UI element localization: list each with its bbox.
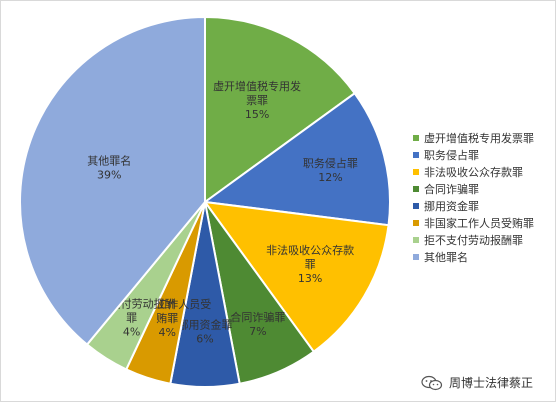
legend-label: 合同诈骗罪 (424, 182, 479, 196)
legend-label: 其他罪名 (424, 250, 468, 264)
watermark-text: 周博士法律蔡正 (448, 376, 533, 390)
legend-label: 职务侵占罪 (424, 148, 479, 162)
slice-data-label: 合同诈骗罪 7% (230, 310, 285, 338)
legend-label: 非法吸收公众存款罪 (424, 165, 523, 179)
legend-swatch (413, 168, 419, 175)
wechat-icon (421, 375, 443, 390)
legend-item: 拒不支付劳动报酬罪 (413, 231, 534, 248)
legend-item: 合同诈骗罪 (413, 180, 534, 197)
pie-slice (204, 15, 357, 204)
legend-swatch (413, 151, 419, 158)
pie-slice (202, 91, 391, 227)
legend-label: 非国家工作人员受贿罪 (424, 216, 534, 230)
chart-legend: 虚开增值税专用发票罪 职务侵占罪 非法吸收公众存款罪 合同诈骗罪 挪用资金罪 非… (413, 129, 534, 265)
legend-item: 虚开增值税专用发票罪 (413, 129, 534, 146)
legend-swatch (413, 236, 419, 243)
legend-swatch (413, 185, 419, 192)
pie-slice (202, 200, 390, 354)
watermark: 周博士法律蔡正 (414, 372, 539, 393)
legend-label: 拒不支付劳动报酬罪 (424, 233, 523, 247)
slice-data-label: 其他罪名 39% (87, 154, 131, 182)
legend-swatch (413, 253, 419, 260)
legend-item: 非法吸收公众存款罪 (413, 163, 534, 180)
pie-slice (19, 15, 206, 346)
legend-swatch (413, 134, 419, 141)
legend-item: 其他罪名 (413, 248, 534, 265)
legend-swatch (413, 202, 419, 209)
slice-data-label: 职务侵占罪 12% (303, 156, 358, 184)
slice-data-label: 虚开增值税专用发票罪 15% (213, 79, 301, 121)
legend-item: 挪用资金罪 (413, 197, 534, 214)
slice-data-label: 非法吸收公众存款罪 13% (266, 243, 354, 285)
legend-swatch (413, 219, 419, 226)
slice-data-label: 挪用资金罪 6% (178, 318, 233, 346)
legend-label: 虚开增值税专用发票罪 (424, 131, 534, 145)
legend-item: 职务侵占罪 (413, 146, 534, 163)
legend-label: 挪用资金罪 (424, 199, 479, 213)
legend-item: 非国家工作人员受贿罪 (413, 214, 534, 231)
